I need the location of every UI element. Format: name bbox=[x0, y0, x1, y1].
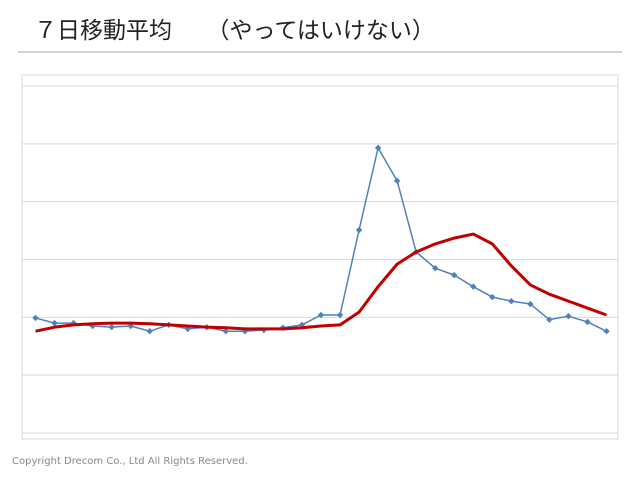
slide-title: ７日移動平均 （やってはいけない） bbox=[34, 18, 435, 44]
point-marker bbox=[355, 226, 363, 234]
point-marker bbox=[32, 314, 39, 322]
point-marker bbox=[393, 177, 401, 185]
point-marker bbox=[336, 311, 344, 319]
point-marker bbox=[603, 328, 610, 335]
footer: Copyright Drecom Co., Ltd All Rights Res… bbox=[12, 456, 248, 467]
point-marker bbox=[241, 328, 249, 335]
plot-frame bbox=[21, 74, 619, 440]
point-marker bbox=[470, 283, 477, 290]
point-marker bbox=[222, 328, 230, 335]
point-marker bbox=[546, 316, 553, 323]
series-line bbox=[35, 232, 607, 333]
point-marker bbox=[565, 312, 572, 320]
point-marker bbox=[508, 297, 515, 305]
point-marker bbox=[527, 300, 534, 308]
point-marker bbox=[451, 271, 458, 279]
point-marker bbox=[317, 311, 325, 319]
point-marker bbox=[374, 144, 382, 152]
point-marker bbox=[146, 328, 153, 335]
point-marker bbox=[108, 323, 115, 331]
point-marker bbox=[489, 293, 496, 301]
point-marker bbox=[431, 264, 439, 272]
point-marker bbox=[584, 318, 591, 326]
point-marker bbox=[51, 319, 58, 327]
